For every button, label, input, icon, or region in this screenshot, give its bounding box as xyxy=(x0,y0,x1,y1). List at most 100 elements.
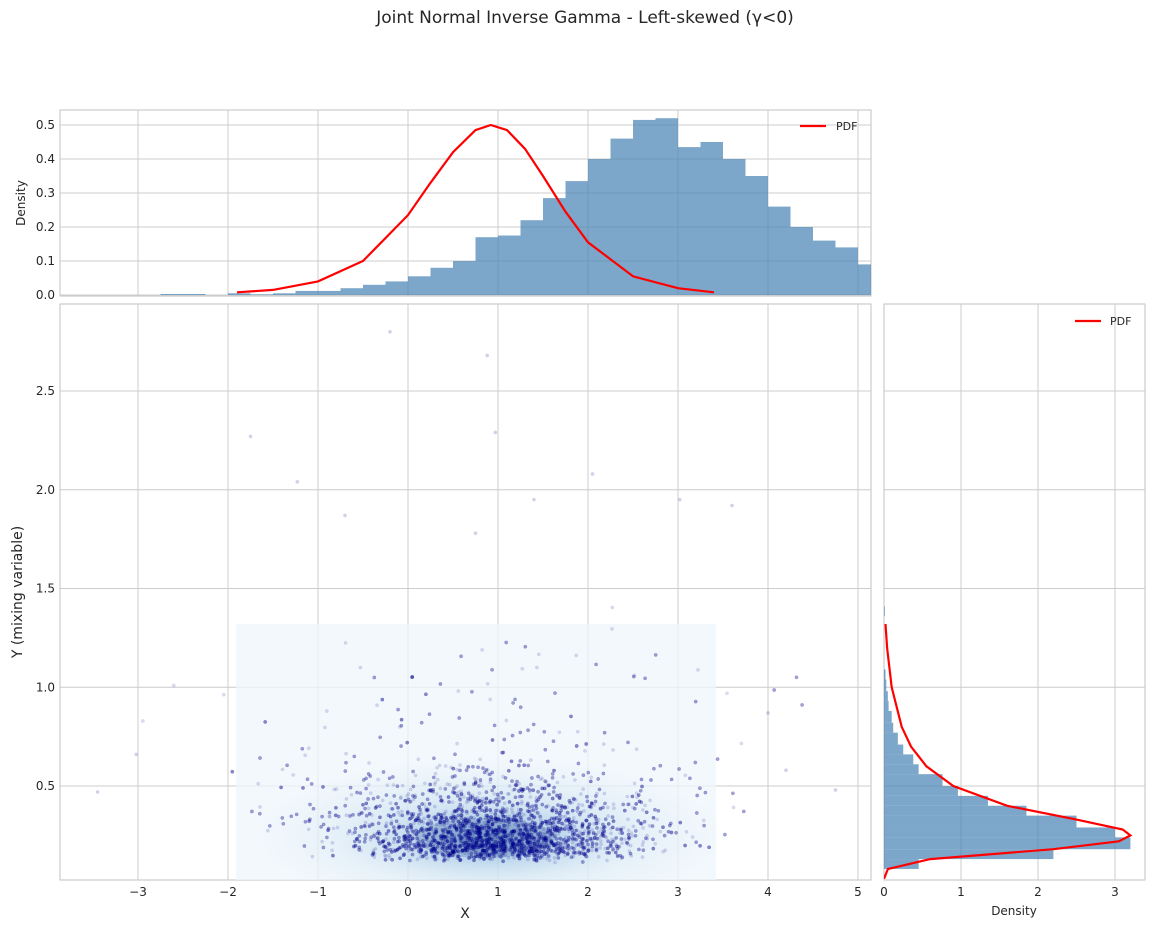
histogram-bar xyxy=(475,237,498,295)
y-tick-label: 1.0 xyxy=(36,680,55,694)
histogram-bar xyxy=(884,815,1077,828)
histogram-bar xyxy=(295,290,318,295)
right-xlabel: Density xyxy=(991,904,1037,918)
y-histogram-bars xyxy=(884,606,1131,869)
histogram-bar xyxy=(363,284,386,295)
histogram-bar xyxy=(723,159,746,295)
histogram-bar xyxy=(1128,294,1151,295)
y-tick-label: 2.0 xyxy=(36,483,55,497)
outlier-point xyxy=(784,768,788,772)
histogram-bar xyxy=(273,293,296,295)
x-tick-label: 4 xyxy=(764,885,772,899)
histogram-bar xyxy=(498,235,521,295)
outlier-point xyxy=(730,503,734,508)
histogram-bar xyxy=(884,754,914,765)
histogram-bar xyxy=(385,281,408,295)
top-y-tick-labels: 0.0 0.1 0.2 0.3 0.4 0.5 xyxy=(36,118,55,302)
x-tick-label: −3 xyxy=(129,885,147,899)
histogram-bar xyxy=(520,220,543,295)
histogram-bar xyxy=(1016,290,1039,295)
histogram-bar xyxy=(884,669,886,680)
figure-title: Joint Normal Inverse Gamma - Left-skewed… xyxy=(376,8,794,28)
histogram-bar xyxy=(884,805,1027,816)
histogram-bar xyxy=(884,849,1054,860)
outlier-point xyxy=(134,752,138,757)
histogram-bar xyxy=(813,240,836,295)
outlier-point xyxy=(343,513,347,518)
main-x-tick-labels: −3 −2 −1 0 1 2 3 4 5 xyxy=(129,885,862,899)
histogram-bar xyxy=(588,159,611,295)
y-tick-label: 0.3 xyxy=(36,186,55,200)
outlier-point xyxy=(248,434,253,439)
histogram-bar xyxy=(543,198,566,295)
y-tick-label: 2.5 xyxy=(36,384,55,398)
top-marginal-panel: 0.0 0.1 0.2 0.3 0.4 0.5 Density PDF xyxy=(14,109,1151,302)
outlier-point xyxy=(95,790,100,794)
histogram-bar xyxy=(340,288,363,295)
histogram-bar xyxy=(1061,294,1084,295)
y-pdf-curve xyxy=(884,623,1133,880)
x-tick-label: 1 xyxy=(957,885,965,899)
y-tick-label: 0.1 xyxy=(36,254,55,268)
histogram-bar xyxy=(884,691,888,702)
outlier-point xyxy=(473,531,478,535)
x-tick-label: 5 xyxy=(854,885,862,899)
histogram-bar xyxy=(835,247,858,295)
histogram-bar xyxy=(160,293,183,295)
histogram-bar xyxy=(610,138,633,295)
y-tick-label: 0.4 xyxy=(36,152,55,166)
histogram-bar xyxy=(228,293,251,295)
histogram-bar xyxy=(700,142,723,295)
outlier-point xyxy=(532,497,536,502)
histogram-bar xyxy=(884,701,889,711)
histogram-bar xyxy=(453,261,476,295)
histogram-bar xyxy=(183,293,206,295)
histogram-bar xyxy=(408,276,431,295)
histogram-bar xyxy=(884,710,892,723)
top-legend-label: PDF xyxy=(836,120,857,133)
histogram-bar xyxy=(884,795,988,806)
y-tick-label: 0.0 xyxy=(36,288,55,302)
x-tick-label: 3 xyxy=(674,885,682,899)
right-legend-label: PDF xyxy=(1110,315,1131,328)
histogram-bar xyxy=(858,264,871,295)
top-legend: PDF xyxy=(800,120,857,133)
y-tick-label: 1.5 xyxy=(36,582,55,596)
histogram-bar xyxy=(790,227,813,295)
histogram-bar xyxy=(655,118,678,295)
right-legend: PDF xyxy=(1075,315,1131,328)
kde-contours xyxy=(236,624,730,880)
histogram-bar xyxy=(881,271,904,295)
histogram-bar xyxy=(884,606,885,617)
scatter-points xyxy=(95,329,838,865)
histogram-bar xyxy=(430,267,453,295)
y-tick-label: 0.5 xyxy=(36,779,55,793)
histogram-bar xyxy=(884,744,904,755)
x-tick-label: −1 xyxy=(309,885,327,899)
histogram-bar xyxy=(884,764,919,775)
histogram-bar xyxy=(926,285,949,295)
histogram-bar xyxy=(633,119,656,296)
histogram-bar xyxy=(948,288,971,295)
histogram-bar xyxy=(884,679,887,692)
x-tick-label: 0 xyxy=(404,885,412,899)
x-tick-label: 3 xyxy=(1111,885,1119,899)
x-tick-label: −2 xyxy=(219,885,237,899)
histogram-bar xyxy=(250,294,273,295)
outlier-point xyxy=(388,329,392,334)
x-tick-label: 2 xyxy=(584,885,592,899)
histogram-bar xyxy=(318,290,341,295)
y-tick-label: 0.2 xyxy=(36,220,55,234)
histogram-bar xyxy=(884,859,919,869)
histogram-bar xyxy=(884,774,943,786)
main-scatter-panel: 0.5 1.0 1.5 2.0 2.5 −3 −2 −1 0 1 2 3 4 5 X Y (mixing… xyxy=(10,303,872,922)
x-tick-label: 0 xyxy=(880,885,888,899)
histogram-bar xyxy=(971,290,994,295)
x-histogram-bars xyxy=(160,118,1151,296)
outlier-point xyxy=(485,353,490,358)
outlier-point xyxy=(493,430,498,435)
right-marginal-panel: 0 1 2 3 Density PDF xyxy=(880,303,1146,918)
outlier-point xyxy=(295,480,300,484)
histogram-bar xyxy=(678,147,701,295)
histogram-bar xyxy=(565,181,588,295)
